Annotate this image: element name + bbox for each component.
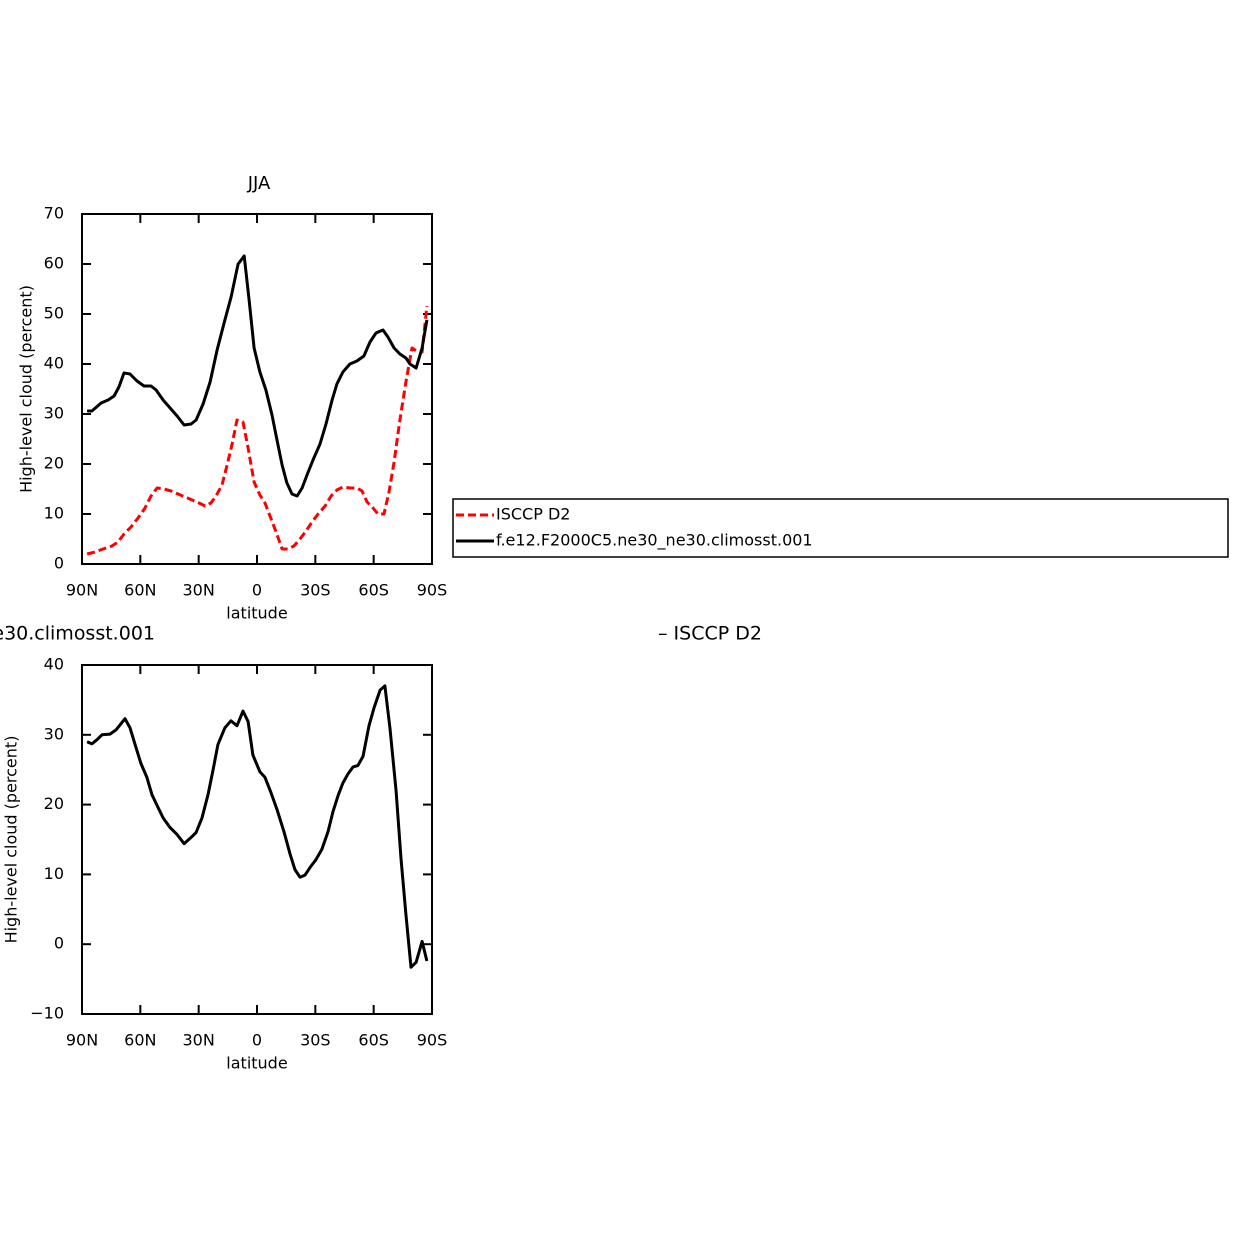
y-tick-label: 50 <box>44 304 64 323</box>
y-tick-label: 30 <box>44 404 64 423</box>
x-tick-label: 60N <box>124 1031 156 1050</box>
x-tick-label: 60N <box>124 581 156 600</box>
x-tick-label: 90N <box>66 581 98 600</box>
x-tick-label: 30N <box>183 581 215 600</box>
x-tick-label: 30S <box>300 581 331 600</box>
series-line <box>87 254 429 498</box>
y-tick-label: −10 <box>30 1004 64 1023</box>
plot-frame <box>81 664 433 1015</box>
y-tick-label: 20 <box>44 794 64 813</box>
right-title: – ISCCP D2 <box>658 623 762 645</box>
y-axis-label: High-level cloud (percent) <box>17 285 36 493</box>
x-axis-label: latitude <box>226 1054 287 1073</box>
y-tick-label: 20 <box>44 454 64 473</box>
legend-label: f.e12.F2000C5.ne30_ne30.climosst.001 <box>496 531 813 551</box>
y-tick-label: 10 <box>44 864 64 883</box>
y-axis-label: High-level cloud (percent) <box>2 736 21 944</box>
y-tick-label: 40 <box>44 655 64 674</box>
x-tick-label: 90S <box>417 581 448 600</box>
y-tick-label: 0 <box>54 554 64 573</box>
y-tick-label: 10 <box>44 504 64 523</box>
y-tick-label: 30 <box>44 724 64 743</box>
series-line <box>86 305 429 556</box>
x-tick-label: 60S <box>358 1031 389 1050</box>
x-tick-label: 30N <box>183 1031 215 1050</box>
legend-box <box>452 498 1229 558</box>
x-axis-label: latitude <box>226 604 287 623</box>
x-tick-label: 30S <box>300 1031 331 1050</box>
plot-frame <box>81 213 433 565</box>
x-tick-label: 90N <box>66 1031 98 1050</box>
y-tick-label: 0 <box>54 934 64 953</box>
legend-label: ISCCP D2 <box>496 505 570 524</box>
y-tick-label: 60 <box>44 254 64 273</box>
y-tick-label: 70 <box>44 204 64 223</box>
x-tick-label: 0 <box>252 581 262 600</box>
chart-title: JJA <box>247 173 271 194</box>
series-line <box>86 684 429 969</box>
x-tick-label: 0 <box>252 1031 262 1050</box>
x-tick-label: 60S <box>358 581 389 600</box>
x-tick-label: 90S <box>417 1031 448 1050</box>
left-title: f.e12.F2000C5.ne30_ne30.climosst.001 <box>0 623 155 645</box>
y-tick-label: 40 <box>44 354 64 373</box>
